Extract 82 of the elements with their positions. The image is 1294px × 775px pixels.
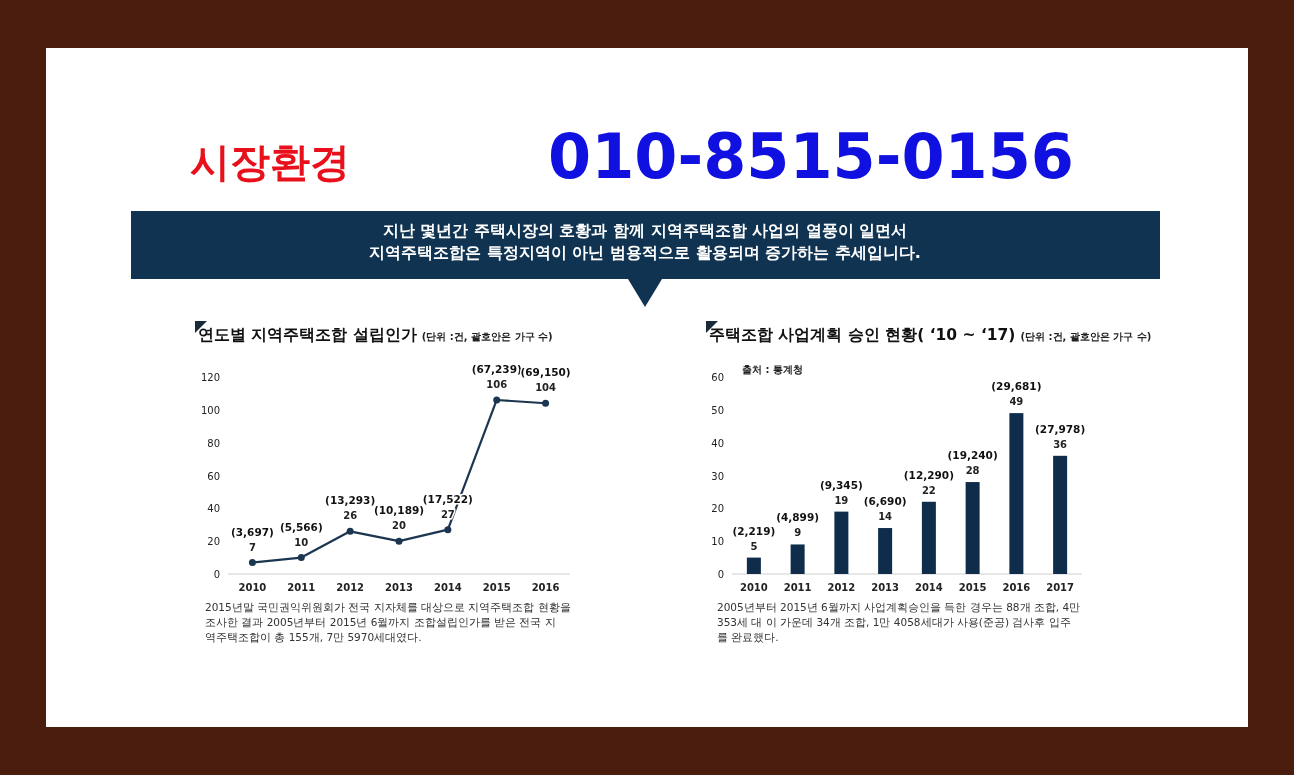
- data-label: 14: [878, 511, 893, 523]
- y-tick-label: 20: [711, 503, 724, 515]
- data-label: 49: [1009, 396, 1024, 408]
- x-tick-label: 2012: [827, 582, 856, 593]
- annotation: (13,293): [325, 494, 376, 507]
- x-tick-label: 2016: [1002, 582, 1031, 593]
- annotation: (3,697): [231, 525, 274, 538]
- bar: [746, 557, 761, 574]
- text: 2005년부터 2015년 6월까지 사업계획승인을 득한 경우는 88개 조합, 4만 353세 대 이 가운데 34개 조합, 1만 4058세대가 사용(준공) 검사후 입주 를 완료했다.: [717, 601, 1081, 643]
- bar: [878, 528, 893, 574]
- x-tick-label: 2010: [739, 582, 768, 593]
- x-tick-label: 2012: [336, 582, 365, 593]
- y-tick-label: 40: [711, 437, 724, 449]
- chart-subtitle: (단위 :건, 괄호안은 가구 수): [1020, 331, 1152, 342]
- chart-title: 연도별 지역주택조합 설립인가: [198, 326, 417, 344]
- point: [493, 396, 501, 404]
- annotation: (67,239): [471, 362, 522, 375]
- text: 지난 몇년간 주택시장의 호황과 함께 지역주택조합 사업의 열풍이 일면서 지역주택조합은 특정지역이 아닌 범용적으로 활용되며 증가하는 추세입니다.: [369, 221, 921, 262]
- point: [444, 526, 452, 534]
- data-label: 36: [1053, 438, 1068, 450]
- x-tick-label: 2016: [531, 582, 560, 593]
- data-label: 104: [535, 382, 557, 394]
- x-tick-label: 2011: [287, 582, 316, 593]
- data-label: 28: [965, 465, 980, 477]
- y-tick-label: 0: [717, 569, 724, 580]
- y-tick-label: 40: [207, 503, 220, 515]
- data-label: 22: [921, 484, 936, 496]
- data-label: 5: [750, 540, 758, 552]
- annotation: (5,566): [279, 520, 323, 533]
- y-tick-label: 120: [200, 372, 220, 383]
- annotation: (29,681): [991, 380, 1042, 393]
- y-tick-label: 60: [711, 372, 724, 383]
- data-label: 26: [343, 510, 358, 522]
- y-tick-label: 10: [711, 536, 724, 548]
- annotation: (27,978): [1035, 422, 1086, 435]
- point: [248, 559, 256, 567]
- y-tick-label: 30: [711, 470, 724, 482]
- annotation: (10,189): [373, 504, 425, 517]
- y-tick-label: 50: [711, 404, 724, 416]
- bar: [1009, 413, 1024, 574]
- y-tick-label: 0: [213, 569, 220, 580]
- bar: [790, 544, 805, 574]
- data-label: 19: [834, 494, 849, 506]
- point: [542, 399, 550, 407]
- data-label: 106: [486, 378, 508, 390]
- x-tick-label: 2017: [1046, 582, 1075, 593]
- bar: [834, 511, 849, 574]
- chart-subtitle: (단위 :건, 괄호안은 가구 수): [421, 331, 553, 342]
- point: [346, 527, 354, 535]
- y-tick-label: 100: [200, 404, 220, 416]
- annotation: (9,345): [819, 478, 863, 491]
- text: 2015년말 국민권익위원회가 전국 지자체를 대상으로 지역주택조합 현황을 조사한 결과 2005년부터 2015년 6월까지 조합설립인가를 받은 전국 지 역주택조합이 총 155개, 7만 5970세대였다.: [205, 601, 571, 643]
- y-tick-label: 80: [207, 437, 220, 449]
- data-label: 10: [294, 536, 309, 548]
- y-tick-label: 60: [207, 470, 220, 482]
- text: 시장환경: [190, 139, 350, 185]
- bar: [921, 501, 936, 574]
- annotation: (19,240): [947, 449, 998, 462]
- annotation: (12,290): [903, 468, 954, 481]
- x-tick-label: 2014: [914, 582, 943, 593]
- text: 010-8515-0156: [548, 120, 1075, 193]
- annotation: (2,219): [732, 524, 776, 537]
- chart-title: 주택조합 사업계획 승인 현황( ‘10 ~ ‘17): [709, 326, 1016, 344]
- bar: [965, 482, 980, 574]
- point: [395, 537, 403, 545]
- x-tick-label: 2015: [482, 582, 511, 593]
- x-tick-label: 2013: [871, 582, 900, 593]
- annotation: (69,150): [520, 366, 571, 379]
- x-tick-label: 2011: [783, 582, 812, 593]
- bar: [1053, 455, 1068, 574]
- x-tick-label: 2015: [958, 582, 987, 593]
- y-tick-label: 20: [207, 536, 220, 548]
- annotation: (4,899): [776, 511, 820, 524]
- data-label: 20: [392, 520, 406, 532]
- point: [297, 554, 305, 562]
- data-label: 7: [248, 541, 256, 553]
- source-note: 출처 : 통계청: [742, 364, 803, 375]
- x-tick-label: 2014: [433, 582, 462, 593]
- annotation: (6,690): [863, 495, 907, 508]
- x-tick-label: 2013: [385, 582, 413, 593]
- data-label: 9: [794, 527, 802, 539]
- x-tick-label: 2010: [238, 582, 267, 593]
